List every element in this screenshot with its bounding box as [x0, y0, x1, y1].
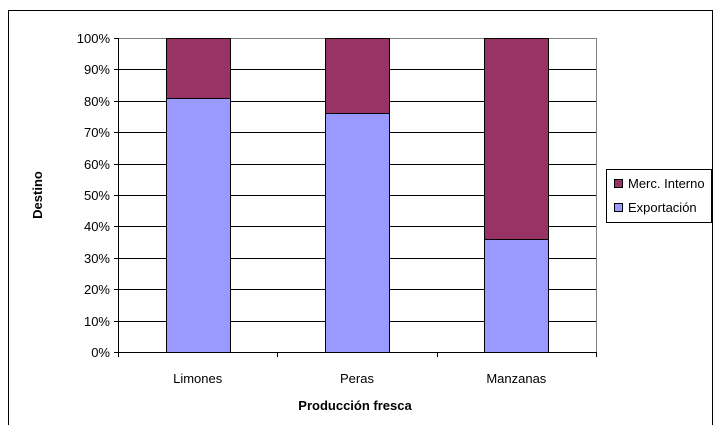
legend-box [606, 169, 712, 223]
x-axis: Limones Peras Manzanas [118, 352, 597, 386]
bar-segment-exportacion [484, 239, 549, 353]
bars-group [166, 38, 549, 353]
legend: Merc. Interno Exportación [606, 169, 712, 223]
x-axis-title: Producción fresca [298, 398, 412, 413]
y-tick-label: 10% [84, 314, 110, 329]
chart-frame [8, 10, 713, 425]
bar-segment-exportacion [166, 98, 231, 353]
y-tick-label: 30% [84, 251, 110, 266]
y-tick-label: 60% [84, 157, 110, 172]
y-tick-label: 40% [84, 219, 110, 234]
y-tick-label: 100% [77, 31, 111, 46]
y-axis-title: Destino [30, 171, 45, 219]
y-axis: 0% 10% 20% 30% 40% 50% 60% 70% 80% 90% 100% [77, 31, 119, 360]
y-tick-label: 50% [84, 188, 110, 203]
y-tick-label: 20% [84, 282, 110, 297]
legend-label-merc-interno: Merc. Interno [628, 176, 705, 191]
bar-segment-exportacion [325, 113, 390, 353]
x-tick-label: Limones [173, 371, 223, 386]
y-tick-label: 90% [84, 62, 110, 77]
y-tick-label: 70% [84, 125, 110, 140]
legend-swatch-exportacion [614, 203, 623, 212]
y-tick-label: 0% [91, 345, 110, 360]
x-tick-label: Peras [340, 371, 374, 386]
x-tick-label: Manzanas [486, 371, 546, 386]
legend-label-exportacion: Exportación [628, 200, 697, 215]
legend-swatch-merc-interno [614, 179, 623, 188]
bar-segment-merc-interno [166, 38, 231, 99]
bar-segment-merc-interno [484, 38, 549, 240]
bar-segment-merc-interno [325, 38, 390, 114]
y-tick-label: 80% [84, 94, 110, 109]
